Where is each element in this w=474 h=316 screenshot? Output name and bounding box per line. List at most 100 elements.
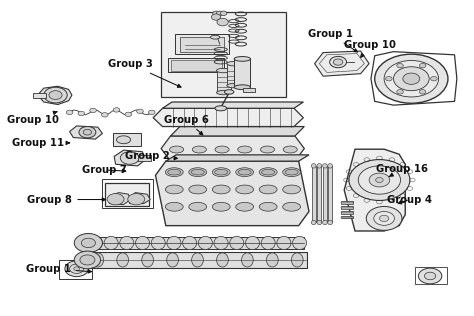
Ellipse shape bbox=[212, 202, 230, 211]
Polygon shape bbox=[155, 161, 309, 226]
Ellipse shape bbox=[189, 202, 207, 211]
Ellipse shape bbox=[165, 168, 183, 177]
Ellipse shape bbox=[189, 185, 207, 194]
Circle shape bbox=[148, 110, 155, 115]
Ellipse shape bbox=[283, 146, 297, 153]
Bar bbox=[341, 207, 353, 208]
Text: Group 1: Group 1 bbox=[26, 264, 91, 274]
Ellipse shape bbox=[238, 146, 252, 153]
Ellipse shape bbox=[259, 202, 277, 211]
Ellipse shape bbox=[215, 106, 227, 111]
Ellipse shape bbox=[198, 236, 212, 250]
Polygon shape bbox=[344, 149, 405, 231]
Circle shape bbox=[425, 272, 436, 280]
Polygon shape bbox=[315, 51, 369, 76]
Ellipse shape bbox=[236, 185, 254, 194]
Ellipse shape bbox=[292, 253, 303, 267]
Ellipse shape bbox=[214, 236, 228, 250]
Circle shape bbox=[430, 76, 437, 81]
Circle shape bbox=[376, 178, 383, 183]
Ellipse shape bbox=[259, 168, 277, 177]
Bar bbox=[175, 34, 229, 54]
Circle shape bbox=[74, 267, 80, 270]
Circle shape bbox=[65, 261, 88, 276]
Circle shape bbox=[375, 54, 448, 103]
Ellipse shape bbox=[215, 169, 228, 175]
Polygon shape bbox=[109, 193, 131, 204]
Circle shape bbox=[419, 64, 426, 68]
Circle shape bbox=[78, 111, 84, 116]
Text: Group 3: Group 3 bbox=[108, 59, 181, 87]
Circle shape bbox=[393, 67, 429, 91]
Ellipse shape bbox=[189, 168, 207, 177]
Text: Group 11: Group 11 bbox=[11, 138, 70, 148]
Circle shape bbox=[403, 73, 420, 84]
Circle shape bbox=[384, 60, 438, 97]
Bar bbox=[323, 166, 327, 222]
Bar bbox=[168, 58, 225, 72]
Polygon shape bbox=[171, 126, 304, 136]
Polygon shape bbox=[70, 126, 102, 139]
Bar bbox=[341, 201, 353, 204]
Bar bbox=[113, 133, 141, 146]
Ellipse shape bbox=[311, 220, 316, 225]
Bar bbox=[341, 211, 353, 214]
Bar bbox=[341, 202, 353, 203]
Ellipse shape bbox=[277, 236, 291, 250]
Circle shape bbox=[74, 251, 100, 269]
Circle shape bbox=[366, 206, 402, 230]
Text: Group 6: Group 6 bbox=[164, 115, 209, 135]
Bar bbox=[341, 216, 353, 218]
Bar bbox=[87, 237, 304, 249]
Circle shape bbox=[220, 11, 227, 15]
Circle shape bbox=[44, 87, 67, 103]
Circle shape bbox=[120, 152, 139, 164]
Circle shape bbox=[374, 211, 394, 225]
Bar bbox=[312, 166, 316, 222]
Ellipse shape bbox=[167, 253, 178, 267]
Bar bbox=[243, 88, 255, 92]
Circle shape bbox=[329, 56, 346, 68]
Ellipse shape bbox=[236, 168, 254, 177]
Ellipse shape bbox=[246, 236, 260, 250]
Ellipse shape bbox=[283, 185, 301, 194]
Circle shape bbox=[90, 108, 96, 112]
Ellipse shape bbox=[170, 146, 183, 153]
Bar bbox=[59, 260, 92, 279]
Text: Group 4: Group 4 bbox=[387, 195, 432, 204]
Ellipse shape bbox=[283, 202, 301, 211]
Ellipse shape bbox=[92, 253, 104, 267]
Circle shape bbox=[217, 18, 228, 26]
Bar bbox=[33, 93, 46, 98]
Circle shape bbox=[397, 64, 403, 68]
Circle shape bbox=[419, 268, 442, 284]
Ellipse shape bbox=[227, 61, 241, 66]
Ellipse shape bbox=[191, 253, 203, 267]
Text: Group 7: Group 7 bbox=[82, 165, 127, 175]
Text: Group 16: Group 16 bbox=[376, 164, 428, 177]
Ellipse shape bbox=[215, 146, 229, 153]
Ellipse shape bbox=[317, 220, 322, 225]
Ellipse shape bbox=[142, 253, 154, 267]
Circle shape bbox=[349, 160, 410, 200]
Circle shape bbox=[70, 264, 84, 273]
Ellipse shape bbox=[212, 168, 230, 177]
Circle shape bbox=[358, 166, 401, 194]
Ellipse shape bbox=[168, 169, 181, 175]
Circle shape bbox=[211, 14, 221, 20]
Ellipse shape bbox=[242, 253, 253, 267]
Bar bbox=[171, 59, 222, 71]
Ellipse shape bbox=[328, 164, 332, 168]
Ellipse shape bbox=[323, 164, 328, 168]
Text: Group 1: Group 1 bbox=[308, 29, 357, 52]
Ellipse shape bbox=[266, 253, 278, 267]
Circle shape bbox=[213, 11, 219, 15]
Ellipse shape bbox=[191, 169, 204, 175]
Ellipse shape bbox=[117, 136, 131, 144]
Ellipse shape bbox=[262, 169, 275, 175]
Ellipse shape bbox=[217, 68, 230, 73]
Text: Group 10: Group 10 bbox=[7, 111, 59, 125]
Ellipse shape bbox=[210, 35, 220, 39]
Circle shape bbox=[79, 126, 96, 138]
Circle shape bbox=[333, 59, 343, 65]
